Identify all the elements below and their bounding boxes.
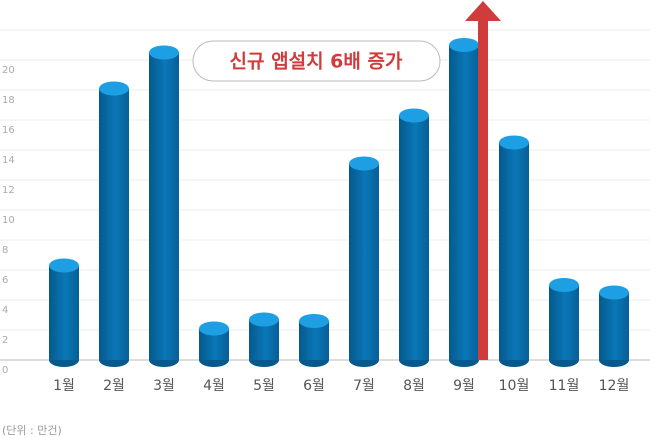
x-tick-label: 9월: [453, 378, 475, 394]
x-tick-label: 1월: [53, 378, 75, 394]
bar: [49, 265, 79, 360]
arrow-head: [465, 1, 501, 21]
bar: [149, 52, 179, 360]
bar: [449, 45, 479, 360]
bar: [599, 292, 629, 360]
notes: 신규 앱설치 6배 증가 (단위 : 만건): [2, 40, 441, 437]
y-tick-label: 14: [2, 155, 15, 166]
unit-note: (단위 : 만건): [2, 424, 62, 437]
arrow-shaft: [478, 20, 488, 360]
bar: [399, 115, 429, 360]
bar-cap: [449, 38, 479, 52]
x-tick-label: 2월: [103, 378, 125, 394]
y-tick-label: 0: [2, 365, 8, 376]
bar-cap: [249, 312, 279, 327]
annotation: 신규 앱설치 6배 증가: [230, 51, 403, 73]
y-tick-label: 20: [2, 65, 15, 76]
y-tick-label: 2: [2, 335, 8, 346]
x-tick-label: 10월: [499, 378, 530, 394]
bar-cap: [199, 321, 229, 336]
bar-cap: [599, 285, 629, 300]
bar-cap: [399, 108, 429, 123]
bar: [99, 88, 129, 360]
x-tick-label: 5월: [253, 378, 275, 394]
y-tick-label: 6: [2, 275, 8, 286]
x-tick-label: 8월: [403, 378, 425, 394]
x-tick-label: 7월: [353, 378, 375, 394]
y-tick-label: 16: [2, 125, 15, 136]
x-tick-label: 3월: [153, 378, 175, 394]
bar-cap: [349, 156, 379, 171]
bar: [349, 163, 379, 360]
bar-cap: [99, 81, 129, 96]
x-tick-label: 11월: [549, 378, 580, 394]
y-tick-label: 4: [2, 305, 8, 316]
bar: [549, 285, 579, 360]
y-tick-label: 8: [2, 245, 8, 256]
x-tick-label: 6월: [303, 378, 325, 394]
x-tick-label: 12월: [599, 378, 630, 394]
bar-cap: [549, 278, 579, 292]
bar-cap: [299, 314, 329, 328]
bar-cap: [149, 45, 179, 60]
x-tick-label: 4월: [203, 378, 225, 394]
bar-cap: [49, 258, 79, 273]
y-tick-label: 12: [2, 185, 15, 196]
annotation-box: [192, 40, 441, 82]
y-tick-label: 18: [2, 95, 15, 106]
bar: [499, 142, 529, 360]
y-tick-label: 10: [2, 215, 15, 226]
bars: 1월 2월 3월 4월 5월 6월 7월 8월 9월 10월 11월 12월: [49, 1, 629, 394]
bar-cap: [499, 135, 529, 150]
